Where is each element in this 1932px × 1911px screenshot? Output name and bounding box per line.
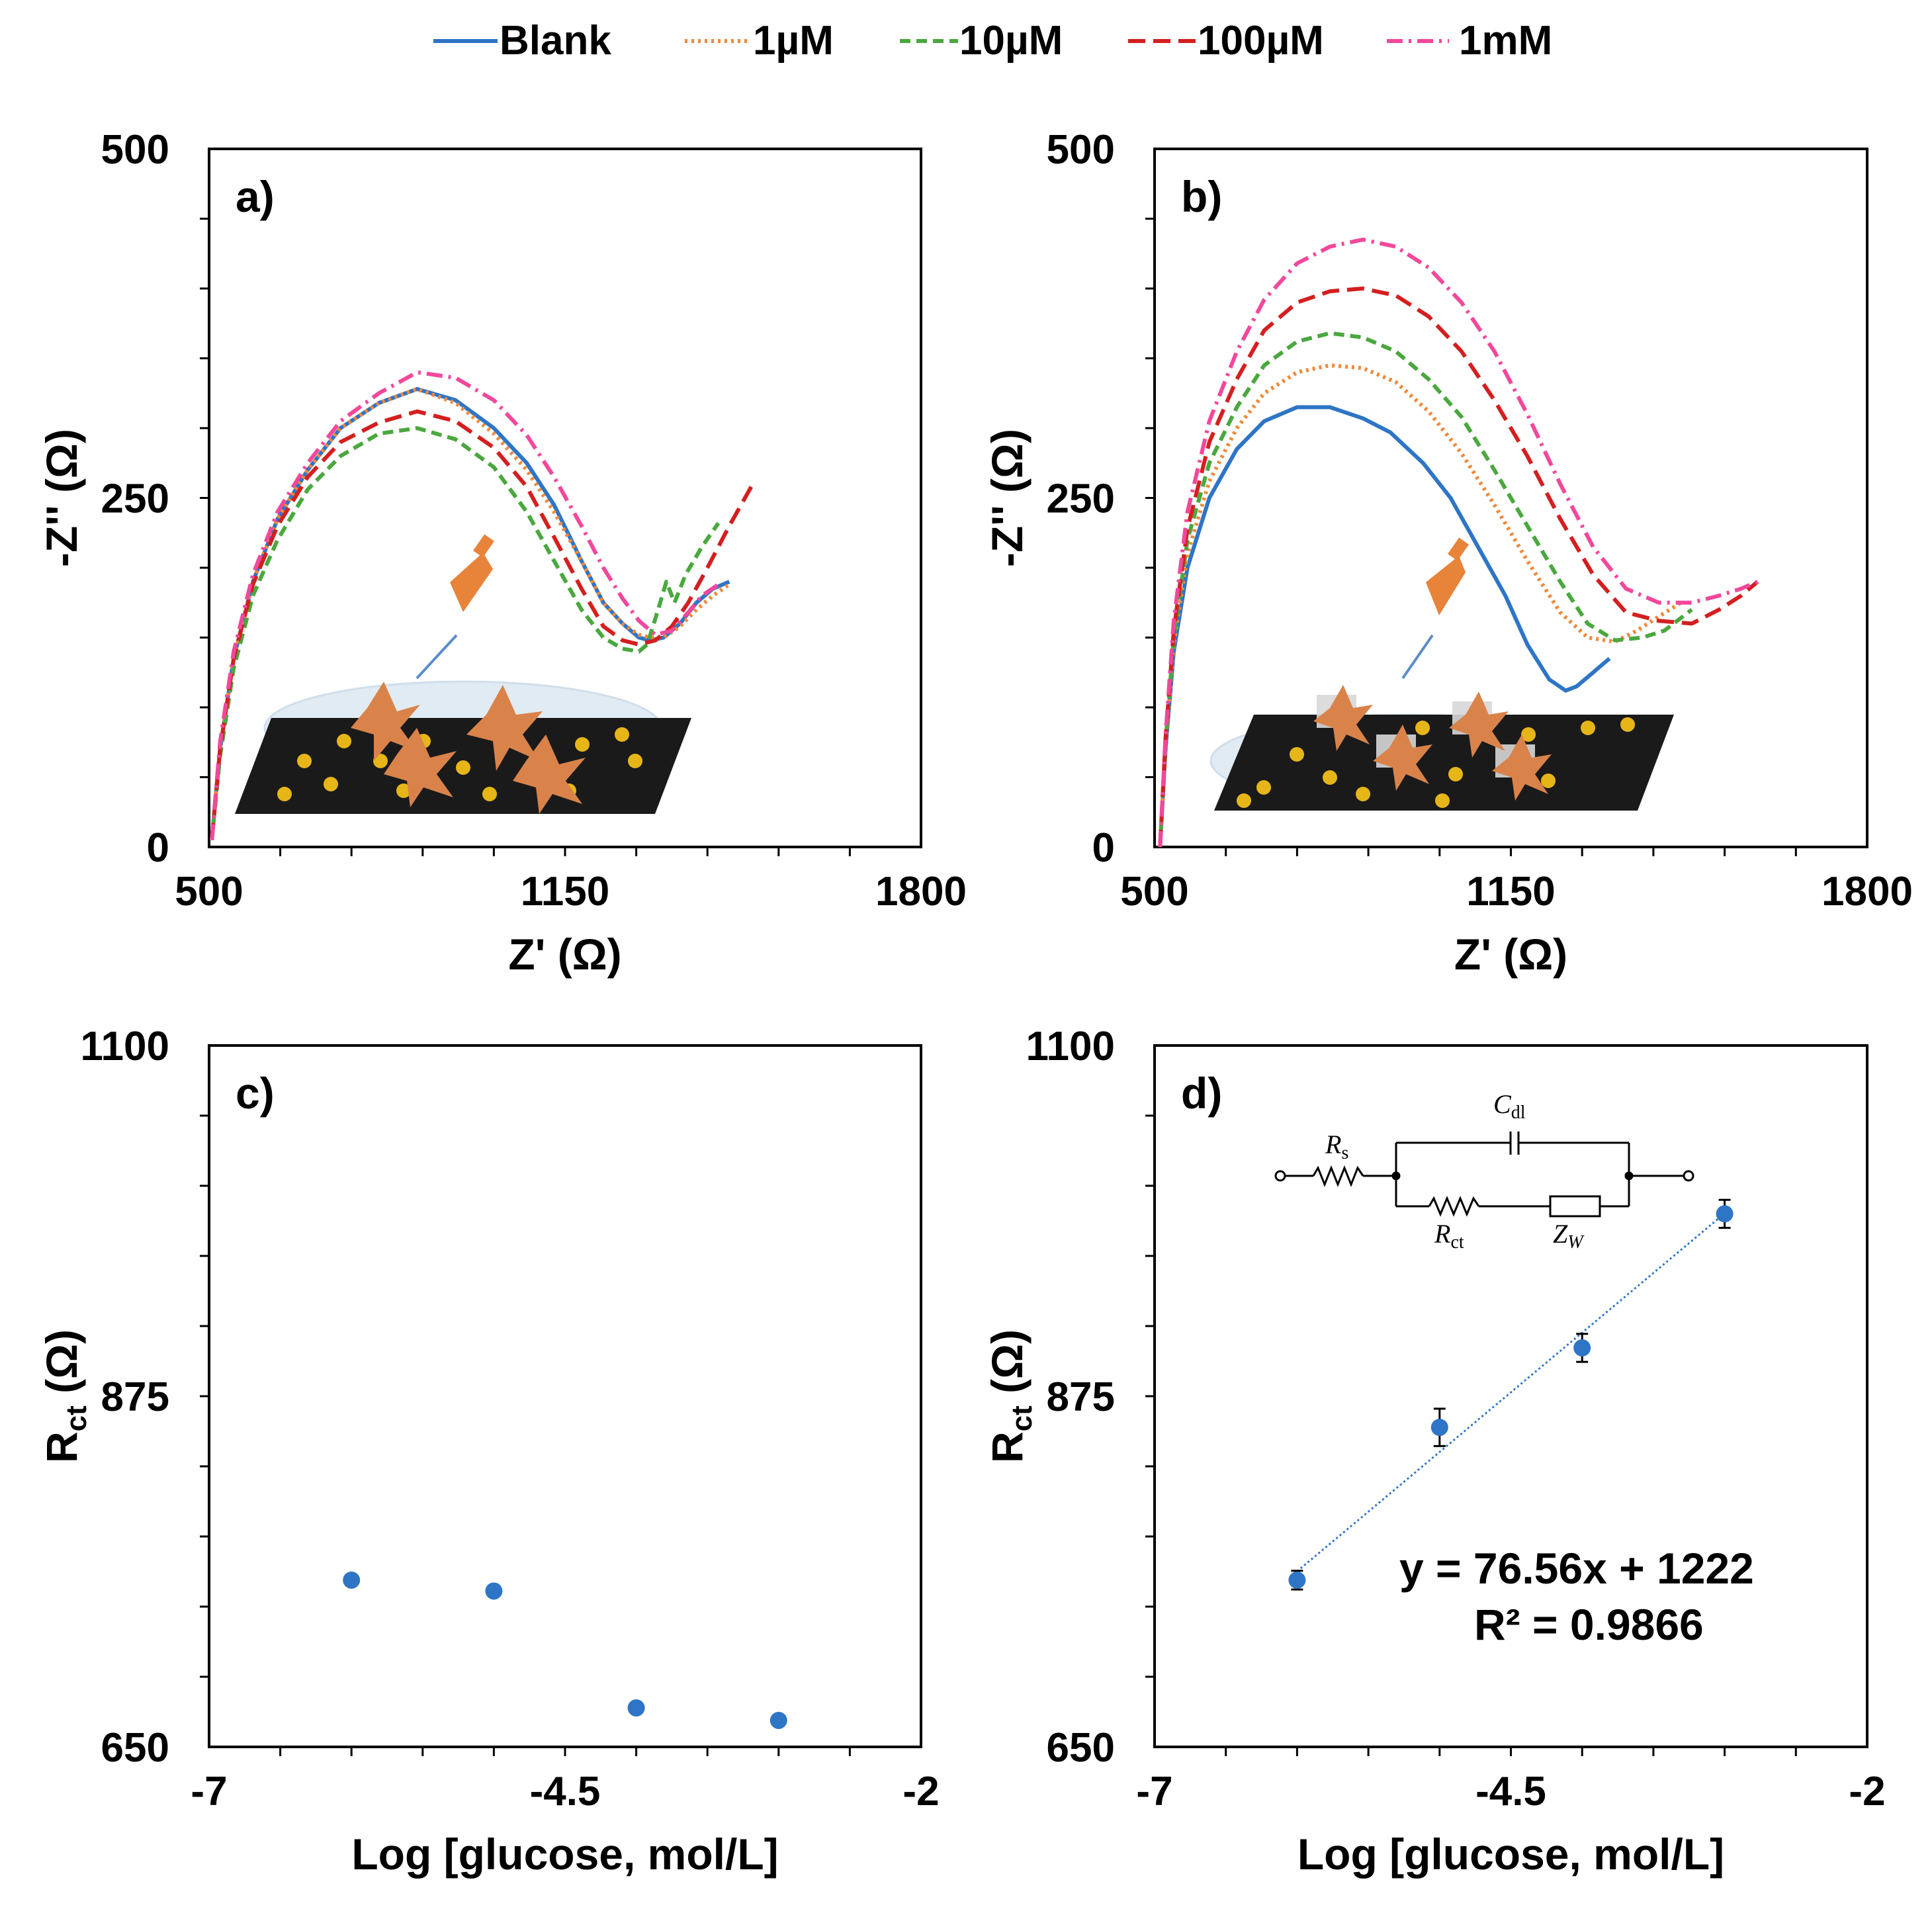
y-tick-label: 875 bbox=[1047, 1374, 1115, 1420]
panel-b-nanoparticles bbox=[1237, 717, 1635, 808]
panel-a-plot: 500 1150 1800 0 250 500 a) Z' (Ω) -Z'' (Ω) bbox=[37, 127, 967, 979]
series-line-10µM bbox=[210, 426, 721, 840]
legend-item-blank: Blank bbox=[433, 18, 611, 64]
charts: 500 1150 1800 0 250 500 a) Z' (Ω) -Z'' (Ω) 500 115… bbox=[37, 127, 1913, 1879]
panel-c-frame bbox=[208, 1044, 922, 1748]
circuit-label-zw: ZW bbox=[1553, 1219, 1585, 1253]
series-line-1mM bbox=[210, 370, 720, 840]
circuit-terminal-left bbox=[1274, 1170, 1286, 1182]
panel-b-y-axis-title: -Z'' (Ω) bbox=[983, 429, 1032, 567]
data-point bbox=[627, 1699, 645, 1717]
y-tick-label: 650 bbox=[101, 1725, 169, 1771]
x-tick-label: 500 bbox=[1120, 869, 1188, 914]
series-line-10µM bbox=[1158, 331, 1693, 847]
data-point bbox=[485, 1582, 503, 1600]
y-tick-label: 500 bbox=[101, 127, 169, 173]
panel-b-enzymes bbox=[1313, 685, 1552, 801]
y-tick-label: 875 bbox=[101, 1374, 169, 1420]
legend-label-1mm: 1mM bbox=[1459, 18, 1552, 64]
circuit-rs-resistor bbox=[1312, 1165, 1364, 1188]
r-squared: R² = 0.9866 bbox=[1474, 1600, 1704, 1649]
x-tick-label: -2 bbox=[1849, 1769, 1885, 1814]
series-line-100µM bbox=[1158, 287, 1759, 847]
panel-c-plot: -7 -4.5 -2 650 875 1100 c) Log [glucose, mol/L]… bbox=[37, 1024, 940, 1879]
data-point bbox=[1288, 1571, 1306, 1589]
panel-d-circuit bbox=[1274, 1132, 1694, 1218]
legend-label-1um: 1µM bbox=[753, 18, 834, 64]
legend-item-100um: 100µM bbox=[1128, 18, 1324, 64]
y-tick-label: 1100 bbox=[1026, 1024, 1115, 1069]
panel-b-label: b) bbox=[1181, 172, 1222, 221]
data-point bbox=[1573, 1339, 1591, 1356]
legend-item-10um: 10µM bbox=[900, 18, 1063, 64]
trendline bbox=[1296, 1212, 1726, 1572]
x-tick-label: 1800 bbox=[1822, 869, 1913, 914]
legend-label-blank: Blank bbox=[500, 18, 611, 64]
panel-a-label: a) bbox=[236, 172, 275, 221]
x-tick-label: -4.5 bbox=[1475, 1769, 1546, 1814]
x-tick-label: -7 bbox=[191, 1769, 227, 1814]
panel-d-equation: y = 76.56x + 1222 R² = 0.9866 bbox=[1399, 1544, 1754, 1649]
circuit-label-rs: Rs bbox=[1325, 1130, 1348, 1163]
series-line-1µM bbox=[1158, 363, 1682, 847]
panel-b-pipette bbox=[1401, 537, 1469, 680]
panel-c-x-axis-title: Log [glucose, mol/L] bbox=[351, 1830, 778, 1879]
panel-b-illustration bbox=[1209, 537, 1674, 811]
y-tick-label: 0 bbox=[1092, 825, 1115, 871]
panel-d-y-axis-title: Rct (Ω) bbox=[983, 1329, 1038, 1463]
series-line-Blank bbox=[1158, 405, 1611, 847]
y-tick-label: 250 bbox=[101, 476, 169, 522]
circuit-label-rct: Rct bbox=[1434, 1219, 1464, 1253]
x-tick-label: 500 bbox=[175, 869, 243, 914]
panel-a-illustration bbox=[235, 534, 691, 814]
legend-label-10um: 10µM bbox=[959, 18, 1063, 64]
trendline-equation: y = 76.56x + 1222 bbox=[1399, 1544, 1754, 1593]
panel-d-label: d) bbox=[1181, 1069, 1222, 1118]
panel-a-pipette bbox=[416, 534, 494, 680]
data-point bbox=[1430, 1419, 1448, 1437]
data-point bbox=[1716, 1205, 1734, 1223]
series-line-1mM bbox=[1158, 238, 1759, 847]
circuit-label-cdl: Cdl bbox=[1493, 1089, 1526, 1123]
y-tick-label: 650 bbox=[1047, 1725, 1115, 1771]
x-tick-label: -2 bbox=[902, 1769, 939, 1814]
panel-d-plot: -7 -4.5 -2 650 875 1100 d) Log [glucose, mol/L]… bbox=[983, 1024, 1886, 1879]
panel-c-y-axis-title: Rct (Ω) bbox=[37, 1329, 93, 1463]
panel-a-x-axis-title: Z' (Ω) bbox=[508, 930, 621, 979]
x-tick-label: 1800 bbox=[875, 869, 967, 914]
panel-c-label: c) bbox=[236, 1069, 275, 1118]
y-tick-label: 500 bbox=[1047, 127, 1115, 173]
panel-b-electrode bbox=[1214, 715, 1674, 811]
legend-item-1mm: 1mM bbox=[1387, 18, 1552, 64]
panel-b bbox=[1209, 537, 1674, 811]
circuit-zw-element bbox=[1549, 1195, 1601, 1218]
x-tick-label: 1150 bbox=[1466, 869, 1556, 914]
y-tick-label: 1100 bbox=[80, 1024, 169, 1069]
data-point bbox=[769, 1711, 787, 1729]
circuit-terminal-right bbox=[1683, 1170, 1694, 1182]
panel-a-enzymes bbox=[351, 682, 586, 814]
panel-b-plot: 500 1150 1800 0 250 500 b) Z' (Ω) -Z'' (Ω) bbox=[983, 127, 1913, 979]
panel-a-y-axis-title: -Z'' (Ω) bbox=[37, 429, 86, 567]
legend: Blank 1µM 10µM 100µM 1mM bbox=[433, 18, 1552, 64]
y-tick-label: 250 bbox=[1047, 476, 1115, 522]
x-tick-label: -4.5 bbox=[530, 1769, 601, 1814]
series-line-100µM bbox=[210, 409, 754, 840]
panel-b-x-axis-title: Z' (Ω) bbox=[1454, 930, 1567, 979]
legend-item-1um: 1µM bbox=[685, 18, 834, 64]
panel-d-x-axis-title: Log [glucose, mol/L] bbox=[1297, 1830, 1724, 1879]
panel-d-circuit-labels: Rs Cdl Rct ZW bbox=[1325, 1089, 1585, 1253]
legend-label-100um: 100µM bbox=[1198, 18, 1324, 64]
data-point bbox=[343, 1571, 361, 1589]
panel-a bbox=[235, 534, 691, 814]
y-tick-label: 0 bbox=[147, 825, 169, 871]
x-tick-label: -7 bbox=[1136, 1769, 1172, 1814]
circuit-rct-resistor bbox=[1428, 1196, 1480, 1217]
x-tick-label: 1150 bbox=[521, 869, 610, 914]
